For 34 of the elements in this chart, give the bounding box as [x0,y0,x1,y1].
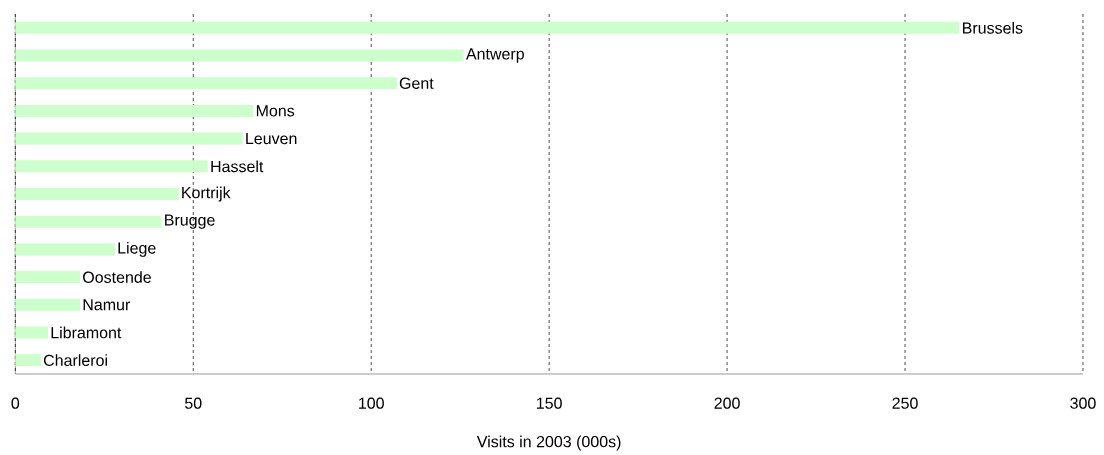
x-tick-label: 200 [714,397,740,409]
x-tick-label: 300 [1070,397,1096,409]
x-tick-label: 0 [11,397,20,409]
bar [15,215,162,228]
bar [15,160,208,173]
y-tick-label: Libramont [51,326,122,339]
y-tick-label: Antwerp [465,48,524,63]
y-tick-label: Namur [83,299,131,311]
bar [15,104,254,117]
x-axis-title: Visits in 2003 (000s) [476,435,621,451]
y-tick-label: Gent [399,77,434,89]
bar [15,271,81,284]
y-tick-label: Kortrijk [182,186,231,202]
y-tick-label: Liege [118,241,156,257]
x-tick-label: 250 [892,397,918,409]
y-tick-label: Oostende [83,271,151,283]
y-tick-label: Brugge [165,214,215,229]
y-tick-label: Hasselt [211,160,264,173]
y-tick-label: Brussels [963,21,1023,34]
bar [15,354,41,367]
bar [15,326,49,339]
x-tick-label: 50 [185,397,202,409]
bar [15,188,179,200]
bar [15,298,81,311]
y-tick-label: Leuven [246,133,297,145]
y-tick-label: Charleroi [43,354,107,367]
bar [15,77,397,90]
bar [15,21,960,34]
bar [15,132,243,145]
y-tick-label: Mons [256,105,295,117]
bar [15,243,115,256]
x-tick-label: 150 [537,397,562,409]
bar [15,49,464,62]
x-tick-label: 100 [359,397,384,409]
